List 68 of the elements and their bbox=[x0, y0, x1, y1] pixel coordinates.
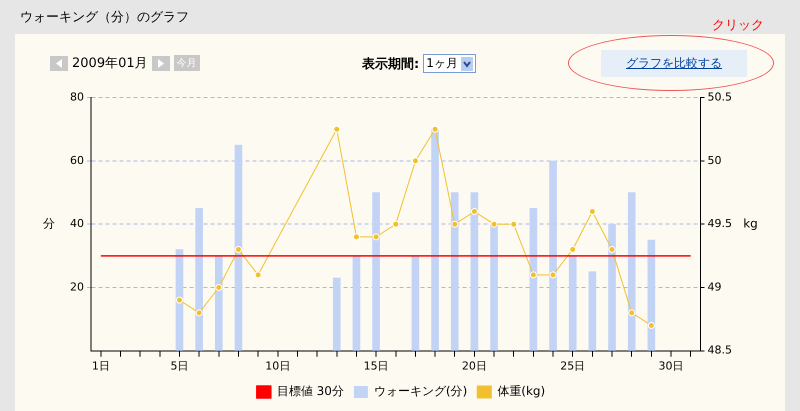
x-tick-label: 15日 bbox=[364, 359, 389, 372]
y-tick-label: 80 bbox=[70, 90, 84, 104]
bar bbox=[530, 208, 538, 351]
y2-tick-label: 49 bbox=[708, 280, 722, 294]
x-tick-label: 5日 bbox=[170, 359, 188, 372]
point bbox=[392, 220, 400, 228]
legend-label: 目標値 30分 bbox=[276, 384, 344, 398]
bar bbox=[588, 271, 596, 351]
y-axis-title: 分 bbox=[42, 216, 55, 230]
x-tick-label: 30日 bbox=[658, 359, 684, 372]
point bbox=[333, 126, 340, 133]
point bbox=[352, 233, 360, 240]
y2-axis-title: kg bbox=[743, 216, 758, 230]
point bbox=[588, 208, 596, 216]
bar bbox=[372, 192, 380, 351]
text: クリック bbox=[712, 17, 764, 34]
point bbox=[569, 246, 576, 254]
point bbox=[628, 309, 636, 316]
point bbox=[432, 126, 439, 133]
point bbox=[530, 271, 537, 278]
point bbox=[254, 271, 262, 278]
y2-tick-label: 48.5 bbox=[708, 344, 732, 357]
point bbox=[234, 246, 242, 254]
bar bbox=[568, 256, 577, 351]
legend-label: ウォーキング(分) bbox=[374, 384, 468, 398]
text: 表示期間: bbox=[362, 56, 420, 72]
text: 1ヶ月 bbox=[423, 54, 476, 73]
y-tick-label: 20 bbox=[70, 280, 84, 294]
bar bbox=[628, 192, 636, 351]
y-tick-label: 60 bbox=[70, 154, 84, 167]
point bbox=[550, 271, 557, 278]
chart-subtitle: 2009年01月 bbox=[72, 55, 148, 72]
bar bbox=[648, 240, 656, 351]
x-tick-label: 1日 bbox=[92, 359, 110, 372]
point bbox=[490, 220, 498, 228]
bar bbox=[549, 160, 557, 351]
bar bbox=[608, 224, 616, 351]
point bbox=[451, 220, 458, 228]
y2-tick-label: 50.5 bbox=[708, 90, 732, 104]
bar bbox=[470, 192, 478, 351]
y2-tick-label: 49.5 bbox=[708, 217, 732, 230]
point bbox=[412, 157, 419, 164]
bar bbox=[431, 128, 439, 351]
point bbox=[176, 296, 183, 304]
legend-label: 体重(kg) bbox=[497, 384, 546, 398]
y2-tick-label: 50 bbox=[708, 154, 722, 167]
text: グラフを比較する bbox=[626, 55, 722, 72]
bar bbox=[352, 256, 360, 351]
y-tick-label: 40 bbox=[70, 217, 84, 230]
point bbox=[372, 233, 380, 240]
point bbox=[215, 284, 222, 291]
point bbox=[510, 220, 518, 228]
bar bbox=[490, 224, 498, 351]
bar bbox=[214, 256, 223, 351]
x-tick-label: 25日 bbox=[560, 359, 586, 372]
point bbox=[470, 208, 478, 216]
bar bbox=[234, 144, 242, 351]
bar bbox=[195, 208, 203, 351]
chart-title: ウォーキング（分）のグラフ bbox=[20, 9, 189, 26]
x-tick-label: 20日 bbox=[462, 359, 487, 372]
bar bbox=[450, 192, 459, 351]
point bbox=[648, 322, 655, 329]
bar bbox=[332, 278, 341, 351]
bar bbox=[176, 249, 184, 351]
point bbox=[196, 309, 203, 316]
bar bbox=[412, 256, 420, 351]
x-tick-label: 10日 bbox=[265, 359, 290, 372]
point bbox=[608, 246, 616, 254]
